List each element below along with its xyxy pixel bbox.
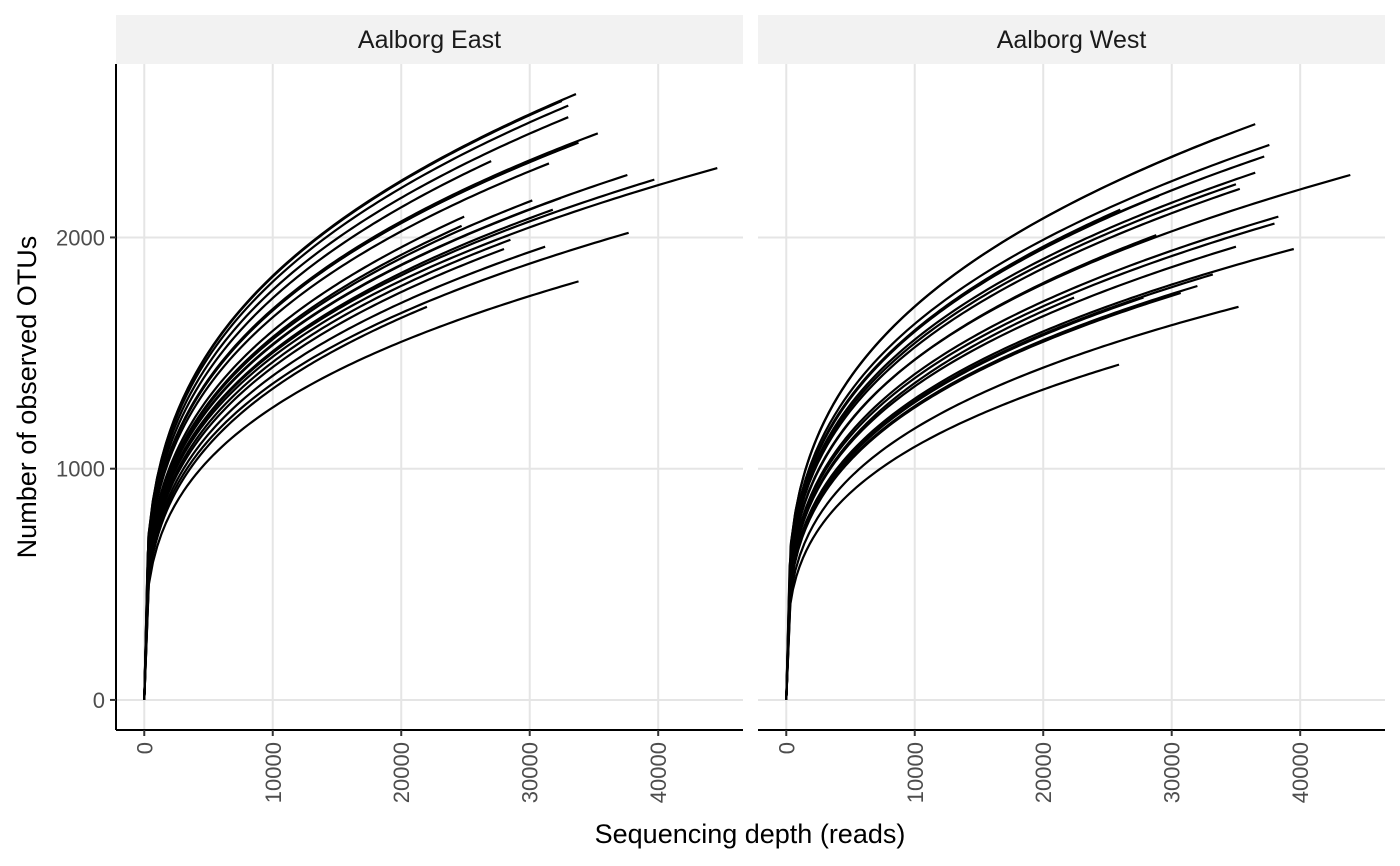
- strip-background: [758, 15, 1385, 64]
- y-tick-label: 2000: [56, 225, 105, 250]
- rarefaction-curve: [785, 194, 1160, 700]
- strip-label: Aalborg East: [358, 26, 501, 54]
- rarefaction-curve: [785, 234, 1157, 700]
- rarefaction-curve: [785, 296, 1144, 700]
- x-tick-label: 0: [774, 742, 799, 754]
- rarefaction-curve: [143, 245, 546, 700]
- rarefaction-curve: [785, 215, 1279, 700]
- strip-label: Aalborg West: [997, 26, 1147, 54]
- x-tick-label: 30000: [518, 742, 543, 803]
- x-tick-label: 20000: [389, 742, 414, 803]
- grid-lines: [758, 64, 1385, 730]
- x-tick-label: 10000: [903, 742, 928, 803]
- rarefaction-curve: [143, 238, 511, 700]
- strip-background: [116, 15, 743, 64]
- y-axis-title: Number of observed OTUs: [12, 236, 42, 559]
- y-ticks: 0 1000 2000: [56, 225, 116, 713]
- rarefaction-curve: [143, 247, 505, 700]
- rarefaction-curve: [143, 99, 563, 700]
- curves: [143, 93, 718, 700]
- rarefaction-curve: [785, 143, 1270, 700]
- panel-aalborg-east: Aalborg East 0 1000 2000 0 10000 20000 30000 4…: [56, 15, 743, 803]
- rarefaction-curve: [143, 305, 428, 700]
- y-tick-label: 0: [93, 688, 105, 713]
- rarefaction-curve: [785, 222, 1275, 700]
- x-tick-label: 20000: [1031, 742, 1056, 803]
- x-ticks: 0 10000 20000 30000 40000: [774, 730, 1313, 803]
- rarefaction-curve: [143, 178, 655, 700]
- rarefaction-curve: [143, 208, 554, 700]
- y-tick-label: 1000: [56, 457, 105, 482]
- rarefaction-curve: [785, 305, 1239, 700]
- x-tick-label: 40000: [1288, 742, 1313, 803]
- grid-lines: [116, 64, 743, 730]
- rarefaction-curve: [785, 245, 1237, 700]
- rarefaction-curve: [143, 167, 718, 700]
- rarefaction-curve: [143, 280, 579, 700]
- rarefaction-curve: [785, 291, 1182, 700]
- rarefaction-curve: [785, 284, 1198, 700]
- x-tick-label: 0: [132, 742, 157, 754]
- rarefaction-curve: [143, 231, 629, 700]
- rarefaction-curve: [785, 171, 1256, 700]
- rarefaction-curve: [143, 104, 569, 700]
- rarefaction-curve: [143, 162, 550, 700]
- x-tick-label: 10000: [261, 742, 286, 803]
- panel-aalborg-west: Aalborg West 0 10000 20000 30000 40000: [758, 15, 1385, 803]
- rarefaction-curve: [785, 208, 1121, 700]
- rarefaction-curve: [785, 273, 1214, 700]
- rarefaction-curve: [785, 136, 1219, 700]
- rarefaction-curve: [143, 160, 492, 700]
- rarefaction-curve: [143, 116, 569, 700]
- x-axis-title: Sequencing depth (reads): [595, 819, 906, 849]
- x-ticks: 0 10000 20000 30000 40000: [132, 730, 671, 803]
- rarefaction-curve: [785, 296, 1075, 700]
- curves: [785, 123, 1351, 700]
- rarefaction-curve: [785, 187, 1241, 700]
- rarefaction-curve: [143, 215, 465, 700]
- rarefaction-curve: [785, 247, 1295, 700]
- x-tick-label: 40000: [646, 742, 671, 803]
- rarefaction-curve: [143, 224, 463, 700]
- rarefaction-curve: [143, 197, 561, 700]
- rarefaction-curve: [143, 199, 533, 700]
- rarefaction-curve: [785, 183, 1237, 700]
- rarefaction-curve: [785, 363, 1120, 700]
- x-tick-label: 30000: [1160, 742, 1185, 803]
- rarefaction-curve: [143, 143, 573, 700]
